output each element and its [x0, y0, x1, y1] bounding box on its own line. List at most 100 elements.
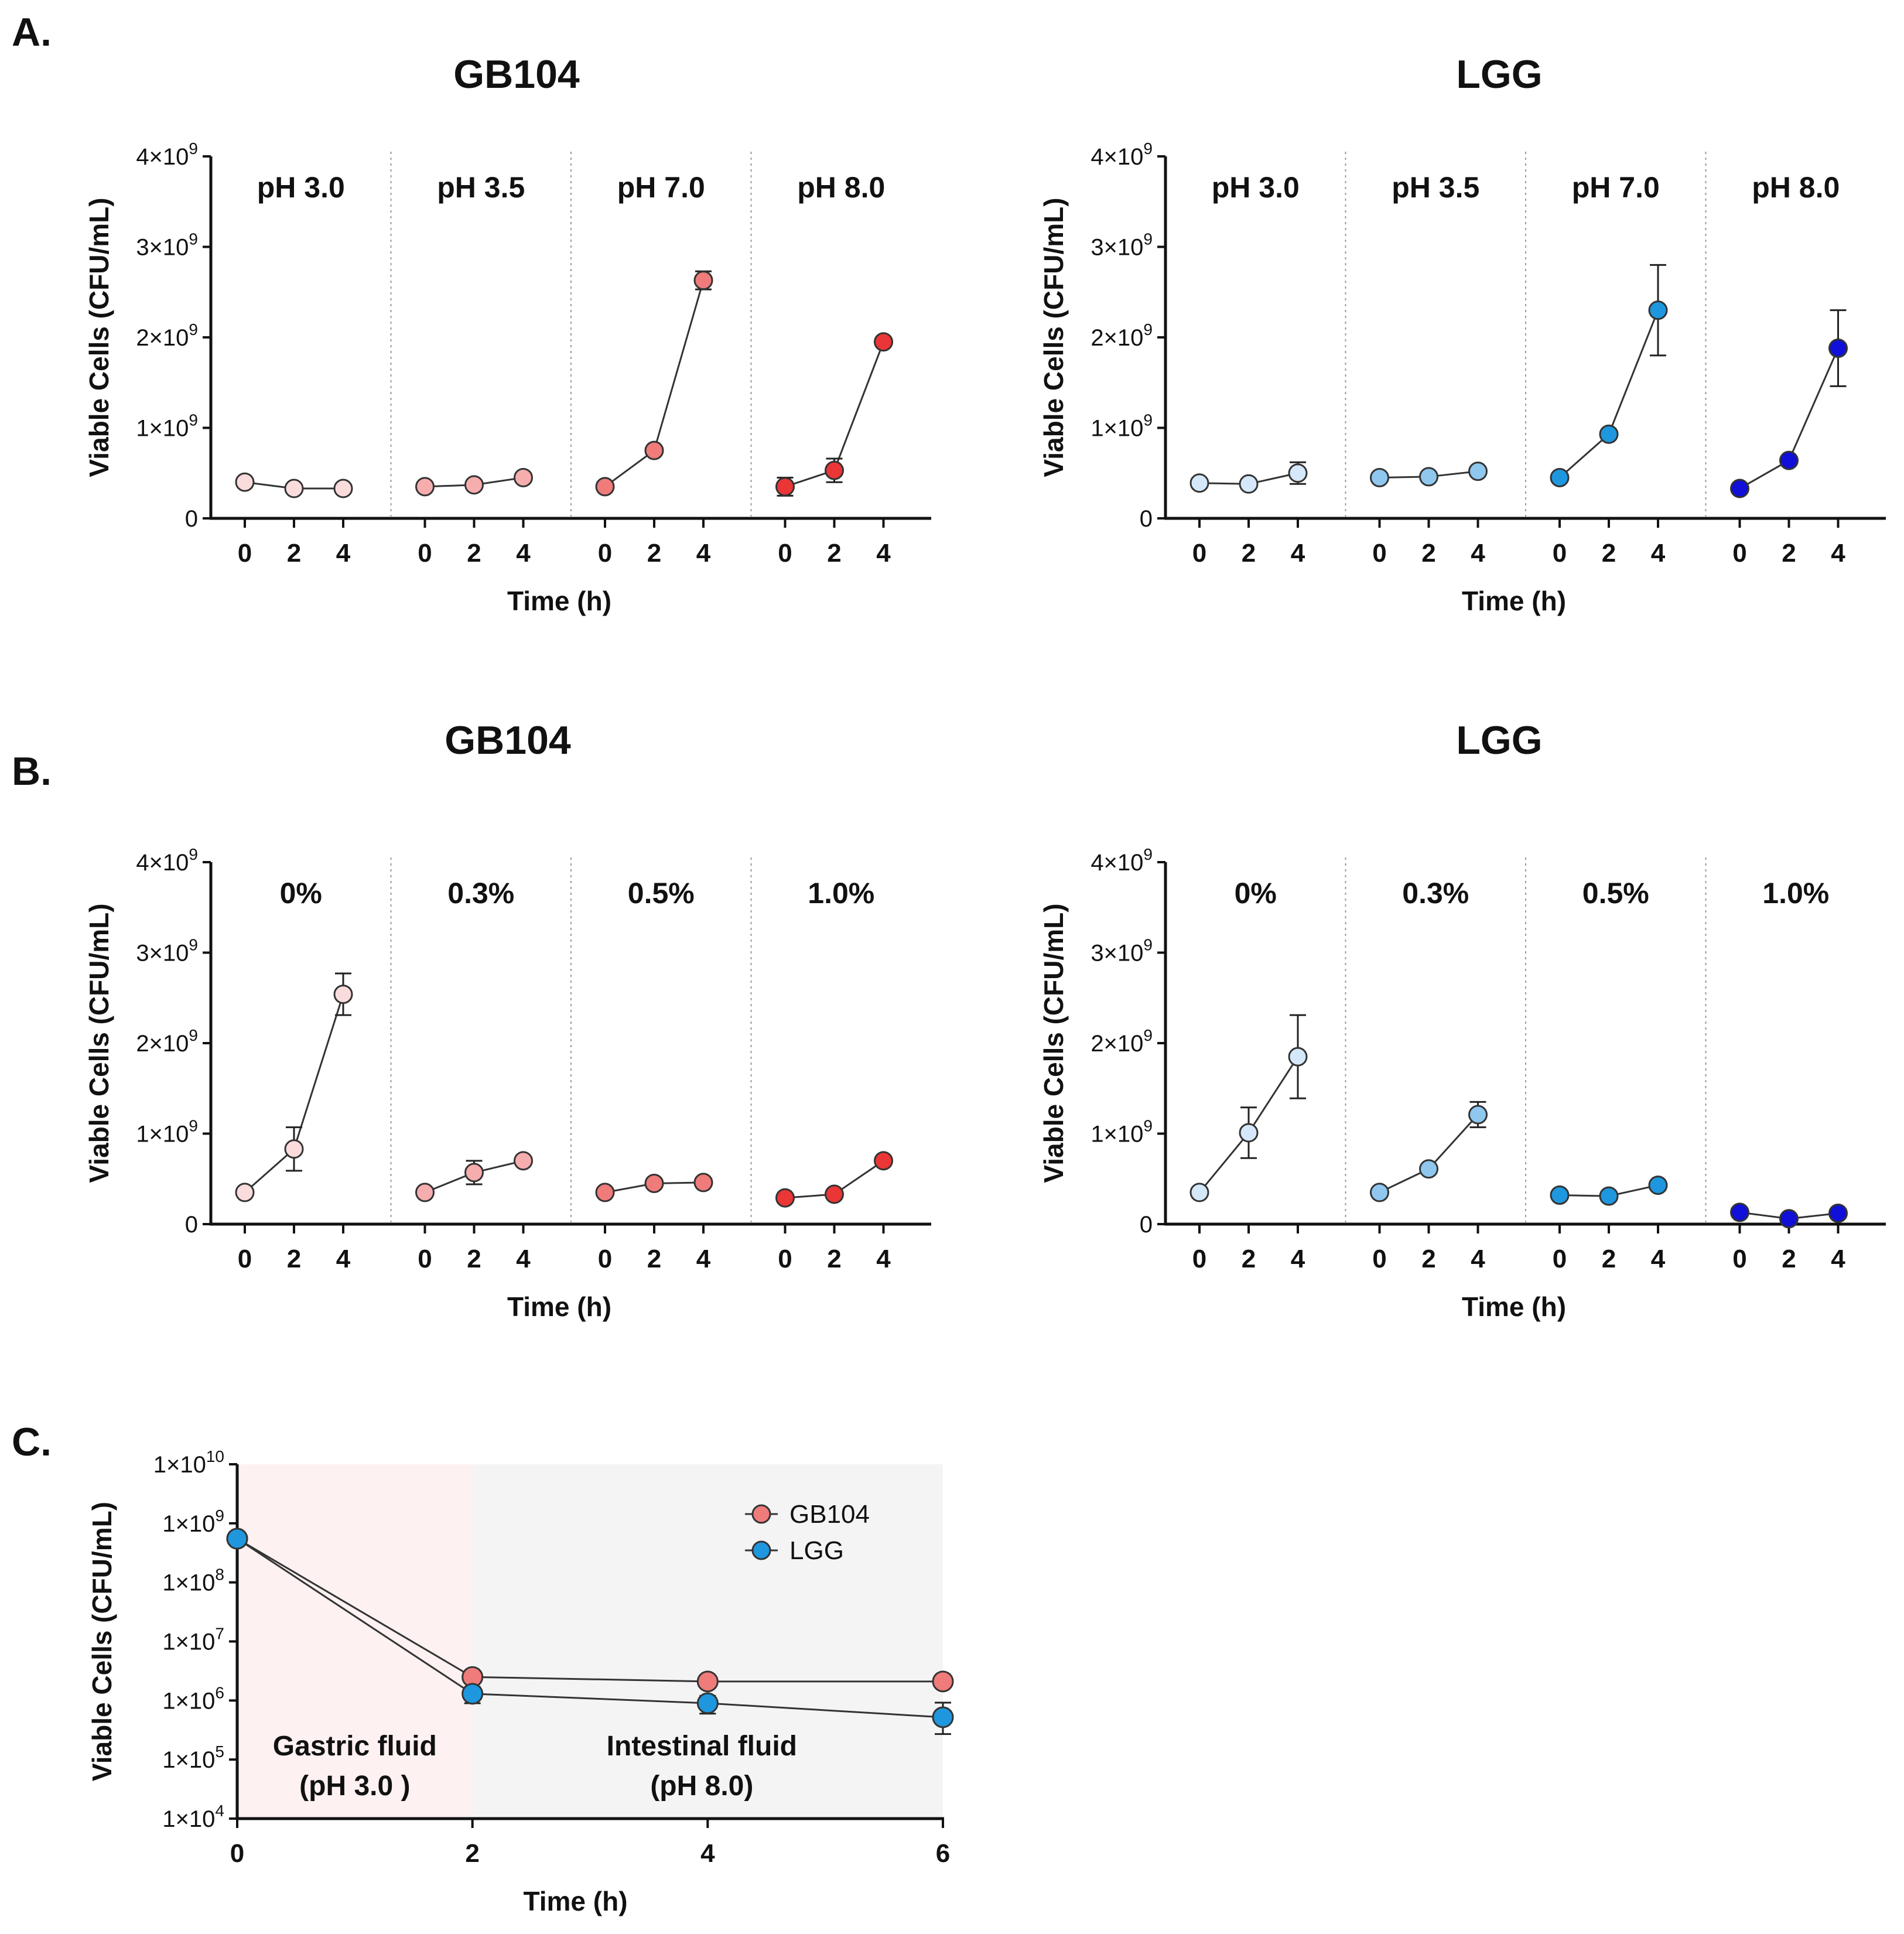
x-tick-label-3-1: 2 — [1782, 539, 1796, 568]
data-point-1-2 — [514, 1151, 533, 1171]
chart-a-gb104: GB104 0 1×109 2×109 3×109 4×109 Viable Cells (… — [84, 52, 931, 616]
x-tick-label-3-1: 2 — [1782, 1245, 1796, 1273]
x-tick-label-3-1: 2 — [827, 1245, 841, 1273]
group-label: pH 3.5 — [1392, 171, 1479, 204]
x-tick-label-3-2: 4 — [1831, 1245, 1845, 1273]
data-point-0-1 — [1239, 474, 1259, 494]
x-tick-label-3-0: 0 — [1732, 539, 1746, 568]
x-tick-label-0-1: 2 — [287, 1245, 301, 1273]
y-tick-label-4: 1×108 — [162, 1566, 224, 1596]
y-tick-label-0: 0 — [185, 1212, 198, 1238]
x-tick-label-3-0: 0 — [1732, 1245, 1746, 1273]
data-point-3-0 — [1730, 1202, 1749, 1222]
group-3: pH 8.0 0 2 4 — [750, 152, 893, 568]
panel-letter-c: C. — [12, 1420, 52, 1464]
chart-c-survival: Gastric fluid (pH 3.0 ) Intestinal fluid (p… — [87, 1447, 954, 1916]
x-tick-label-3-2: 4 — [876, 1245, 891, 1273]
data-point-2-1 — [1599, 1186, 1619, 1206]
legend: GB104 LGG — [745, 1500, 870, 1565]
region-label-1-line2: (pH 8.0) — [650, 1771, 753, 1802]
data-point-0-2 — [1288, 1047, 1308, 1067]
x-tick-label-2-2: 4 — [1651, 1245, 1666, 1273]
group-1: 0.3% 0 2 4 — [1345, 857, 1488, 1273]
x-tick-label-3-2: 4 — [876, 539, 891, 568]
data-point-1-1 — [464, 1163, 484, 1183]
x-tick-label-2-1: 2 — [647, 1245, 661, 1273]
group-label: pH 7.0 — [1572, 171, 1660, 204]
group-2: 0.5% 0 2 4 — [1525, 857, 1668, 1273]
data-point-1-0 — [415, 477, 435, 497]
y-tick-label-4: 4×109 — [1091, 845, 1153, 876]
data-point-1 — [462, 1683, 484, 1705]
region-label-0-line2: (pH 3.0 ) — [299, 1771, 410, 1802]
data-point-3-1 — [825, 1184, 844, 1204]
charts-layer: GB104 0 1×109 2×109 3×109 4×109 Viable Cells (… — [84, 52, 1886, 1916]
x-tick-label-2-2: 4 — [696, 1245, 711, 1273]
y-tick-label-3: 3×109 — [136, 936, 198, 966]
data-point-0-1 — [284, 1139, 304, 1159]
series-line-1 — [1379, 1114, 1479, 1194]
data-point-3 — [932, 1706, 954, 1728]
x-axis-title: Time (h) — [507, 1291, 611, 1322]
x-tick-label-1-0: 0 — [418, 1245, 432, 1273]
x-tick-label-1-2: 4 — [1471, 1245, 1485, 1273]
y-tick-label-2: 2×109 — [1091, 1026, 1153, 1057]
y-tick-label-3: 3×109 — [1091, 936, 1153, 966]
chart-title: GB104 — [445, 718, 571, 763]
data-point-2-1 — [1599, 424, 1619, 444]
data-point-1-0 — [1370, 467, 1389, 487]
x-tick-label-2-1: 2 — [1602, 539, 1616, 568]
data-point-3-0 — [775, 477, 795, 497]
x-tick-label-2: 4 — [700, 1839, 715, 1868]
x-tick-label-0-2: 4 — [1291, 539, 1305, 568]
group-3: pH 8.0 0 2 4 — [1705, 152, 1848, 568]
legend-marker-0 — [751, 1504, 771, 1524]
data-point-2-2 — [693, 271, 713, 291]
x-tick-label-1-1: 2 — [467, 539, 481, 568]
data-point-3-2 — [874, 1151, 893, 1171]
data-point-2-2 — [1648, 1176, 1668, 1195]
group-0: pH 3.0 0 2 4 — [1189, 171, 1308, 568]
data-point-3-1 — [1779, 1209, 1799, 1229]
legend-marker-1 — [751, 1540, 771, 1560]
x-tick-label-2-1: 2 — [647, 539, 661, 568]
data-point-0-0 — [235, 472, 255, 492]
y-tick-label-5: 1×109 — [162, 1506, 224, 1537]
data-point-0-0 — [1189, 473, 1209, 493]
data-point-2-0 — [1550, 1185, 1570, 1205]
legend-label-1: LGG — [789, 1536, 844, 1565]
x-tick-label-0-2: 4 — [336, 1245, 351, 1273]
x-tick-label-0-0: 0 — [1192, 539, 1206, 568]
data-point-3-1 — [1779, 450, 1799, 470]
y-tick-label-2: 1×106 — [162, 1683, 224, 1714]
data-point-1-1 — [1419, 1159, 1438, 1179]
group-label: 0% — [1235, 877, 1277, 910]
data-point-1-2 — [1468, 1105, 1488, 1125]
group-3: 1.0% 0 2 4 — [750, 857, 893, 1273]
x-tick-label-1-2: 4 — [516, 1245, 531, 1273]
group-label: 1.0% — [1762, 877, 1829, 910]
y-tick-label-6: 1×1010 — [153, 1447, 224, 1478]
group-label: 0.5% — [1582, 877, 1649, 910]
data-point-0-2 — [1288, 463, 1308, 483]
x-tick-label-1-0: 0 — [1372, 1245, 1386, 1273]
y-tick-label-1: 1×105 — [162, 1742, 224, 1773]
x-axis-title: Time (h) — [523, 1886, 627, 1916]
y-axis-title: Viable Cells (CFU/mL) — [84, 903, 114, 1183]
data-point-1-0 — [415, 1183, 435, 1202]
x-tick-label-3: 6 — [936, 1839, 950, 1868]
x-axis-title: Time (h) — [507, 586, 611, 616]
y-tick-label-2: 2×109 — [1091, 320, 1153, 351]
y-tick-label-0: 0 — [1140, 1212, 1153, 1238]
data-point-2-2 — [693, 1173, 713, 1192]
y-tick-label-3: 3×109 — [1091, 230, 1153, 261]
data-point-2 — [696, 1692, 719, 1714]
data-point-3-0 — [775, 1188, 795, 1208]
data-point-2-0 — [595, 1183, 615, 1202]
x-tick-label-0-1: 2 — [287, 539, 301, 568]
group-label: 1.0% — [808, 877, 874, 910]
x-tick-label-0-0: 0 — [238, 1245, 252, 1273]
chart-title: LGG — [1456, 52, 1542, 97]
group-0: 0% 0 2 4 — [1189, 877, 1308, 1273]
group-label: pH 3.5 — [437, 171, 525, 204]
